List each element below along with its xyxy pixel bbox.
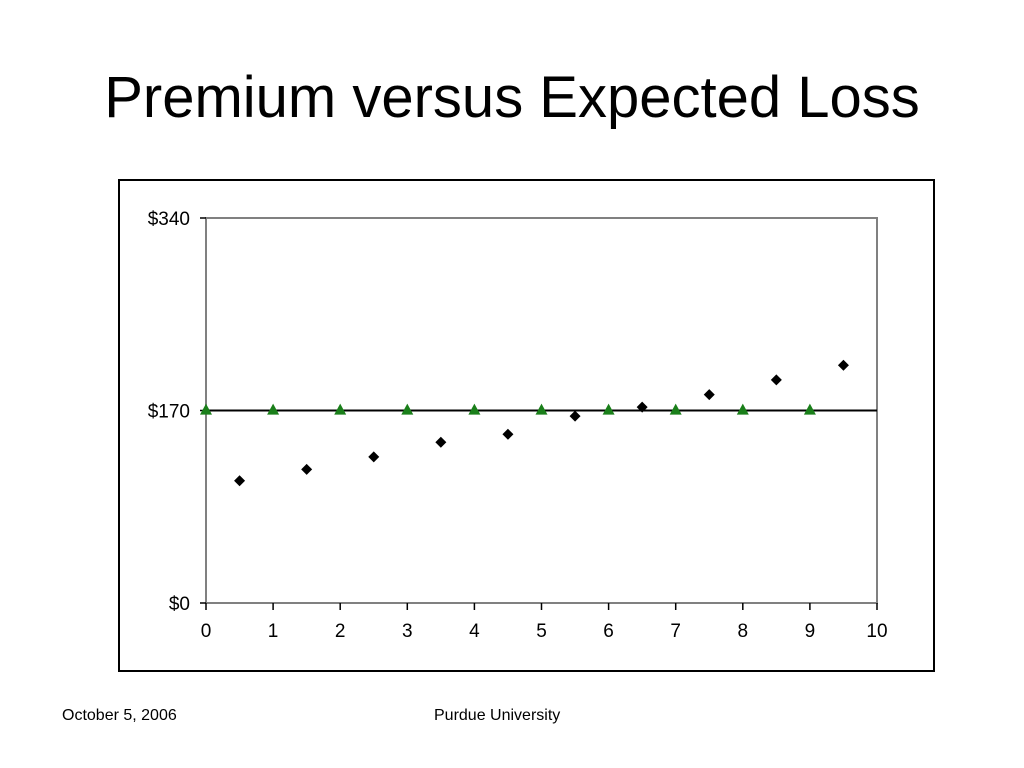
triangle-point: [535, 403, 548, 415]
chart-frame: 0 1 2 3 4 5 6 7 8 9 10 $0 $170 $340: [118, 179, 935, 672]
triangle-point: [669, 403, 682, 415]
x-tick-label: 9: [805, 621, 816, 642]
triangle-point: [401, 403, 414, 415]
diamond-point: [703, 389, 715, 401]
diamond-point: [636, 401, 648, 413]
diamond-point: [569, 410, 581, 422]
y-tick-label: $170: [148, 402, 190, 423]
triangle-point: [334, 403, 347, 415]
triangle-point: [200, 403, 212, 415]
diamond-point: [234, 475, 246, 487]
x-tick-label: 1: [268, 621, 279, 642]
x-tick-label: 7: [670, 621, 681, 642]
diamond-point: [770, 374, 782, 386]
diamond-point: [435, 436, 447, 448]
y-tick-label: $340: [148, 209, 190, 230]
slide-title: Premium versus Expected Loss: [104, 65, 920, 130]
scatter-chart: 0 1 2 3 4 5 6 7 8 9 10 $0 $170 $340: [148, 209, 888, 642]
triangle-point: [736, 403, 749, 415]
x-tick-label: 0: [201, 621, 212, 642]
y-tick-label: $0: [169, 594, 190, 615]
diamond-point: [837, 359, 849, 371]
x-tick-label: 6: [603, 621, 614, 642]
x-tick-label: 3: [402, 621, 413, 642]
x-tick-label: 10: [866, 621, 887, 642]
x-tick-label: 4: [469, 621, 480, 642]
footer-organization: Purdue University: [434, 707, 561, 724]
x-tick-label: 5: [536, 621, 547, 642]
footer-date: October 5, 2006: [62, 707, 177, 724]
diamond-point: [301, 463, 313, 475]
diamond-point: [502, 428, 514, 440]
triangle-point: [803, 403, 816, 415]
x-tick-label: 8: [738, 621, 749, 642]
triangle-point: [267, 403, 280, 415]
triangle-point: [468, 403, 481, 415]
diamond-point: [368, 451, 380, 463]
x-tick-label: 2: [335, 621, 346, 642]
triangle-point: [602, 403, 615, 415]
